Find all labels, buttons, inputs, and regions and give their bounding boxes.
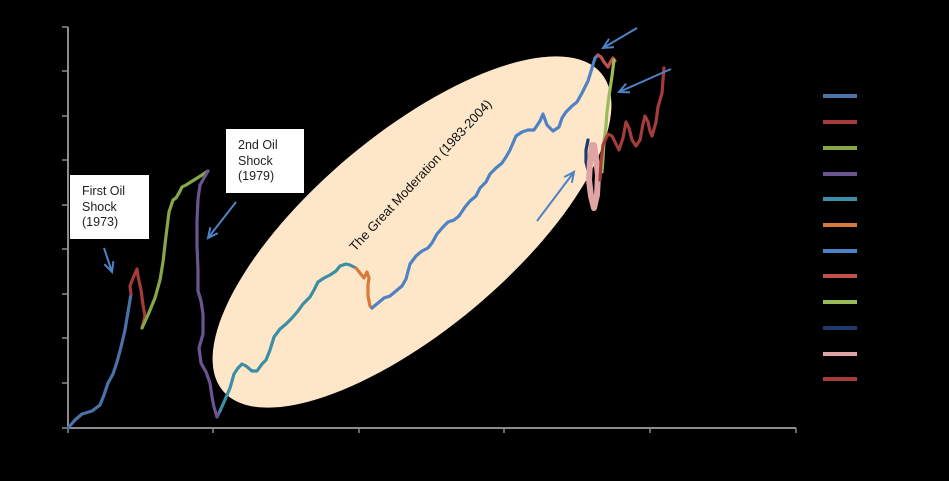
series-line-12 <box>598 66 666 182</box>
annotation-line: Shock <box>82 199 117 214</box>
series-line-6 <box>354 266 374 310</box>
arrow-icon <box>103 247 115 275</box>
series-line-7 <box>370 53 600 310</box>
annotation-line: Shock <box>238 153 273 168</box>
annotation-line: First Oil <box>82 184 126 198</box>
legend <box>823 94 857 381</box>
annotation-line: 2nd Oil <box>238 138 278 152</box>
arrow-icon <box>601 27 638 50</box>
series-line-5 <box>218 262 358 413</box>
second-oil-shock-annotation: 2nd Oil Shock (1979) <box>226 129 304 193</box>
arrow-head <box>601 38 615 50</box>
annotation-line: (1979) <box>238 169 275 183</box>
series-line-8 <box>596 53 617 69</box>
arrow-head <box>206 227 219 240</box>
arrow-head <box>103 260 115 275</box>
arrow-icon <box>206 201 237 240</box>
series-line-2 <box>128 267 147 330</box>
series-line-3 <box>140 169 210 330</box>
series-line-4 <box>195 169 222 419</box>
series-line-11 <box>586 142 601 211</box>
arrow-icons <box>103 27 672 275</box>
arrow-shaft <box>103 247 113 273</box>
arrow-shaft <box>602 27 638 49</box>
arrow-icon <box>536 170 576 222</box>
first-oil-shock-annotation: First Oil Shock (1973) <box>70 175 149 239</box>
series-lines <box>66 53 666 430</box>
axes <box>62 26 797 433</box>
series-line-1 <box>66 292 133 430</box>
arrow-icon <box>616 68 672 94</box>
arrow-shaft <box>207 201 237 239</box>
annotation-line: (1973) <box>82 215 119 229</box>
great-moderation-ellipse <box>212 56 612 408</box>
arrow-shaft <box>618 68 672 93</box>
ellipse-shape <box>212 56 612 408</box>
arrow-head <box>563 170 576 183</box>
arrow-head <box>616 82 631 94</box>
arrow-shaft <box>536 171 575 222</box>
